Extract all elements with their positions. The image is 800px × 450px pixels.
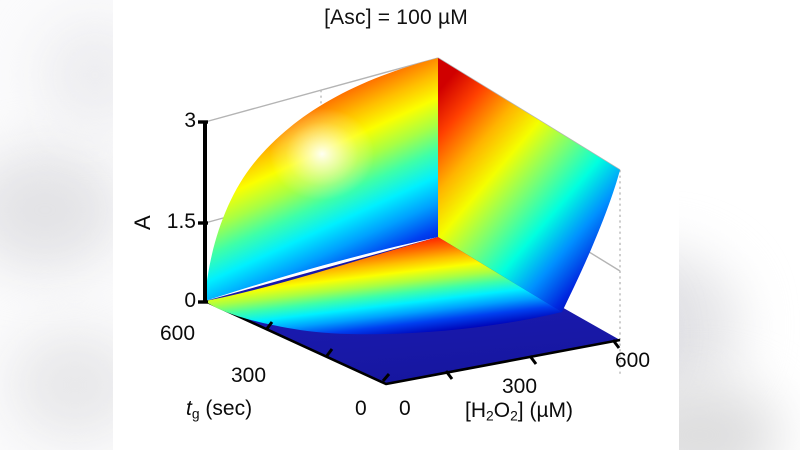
- y-axis-title-var: t: [186, 397, 192, 420]
- surface-specular-highlight: [270, 108, 374, 200]
- ytick-300-label: 300: [231, 364, 267, 387]
- xtick-600-label: 600: [615, 349, 651, 372]
- z-axis-title: A: [130, 215, 155, 230]
- y-axis-title-sub: g: [191, 405, 200, 422]
- ztick-3-label: 3: [184, 109, 196, 132]
- ztick-0-label: 0: [184, 289, 196, 312]
- figure-title: [Asc] = 100 µM: [113, 6, 679, 30]
- xtick-0-label: 0: [399, 397, 411, 420]
- x-axis-title-sub1: 2: [486, 407, 494, 424]
- xtick-300-label: 300: [502, 375, 538, 398]
- surface-plot-3d: 3 1.5 0 A 600 300 0 tg (sec) 0 300 600 […: [130, 40, 651, 422]
- x-axis-title-sub2: 2: [510, 407, 518, 424]
- ytick-0-label: 0: [355, 397, 367, 420]
- y-axis-title: tg (sec): [186, 398, 252, 421]
- ytick-600-label: 600: [160, 322, 196, 345]
- y-axis-ticks: [264, 321, 391, 382]
- surface-right-sheet: [438, 58, 620, 312]
- surface-front-lip: [205, 237, 562, 335]
- x-axis-title-prefix: [H: [465, 399, 486, 422]
- backdrop-blob-1: [0, 150, 120, 270]
- x-axis-title-mid: O: [493, 399, 511, 422]
- plot-canvas: [198, 57, 621, 386]
- x-axis-title: [H2O2] (µM): [465, 400, 573, 423]
- y-axis-title-unit: (sec): [199, 397, 253, 420]
- ztick-1p5-label: 1.5: [166, 210, 196, 233]
- z-axis-ticks: [198, 120, 208, 304]
- x-axis-title-suffix: ] (µM): [517, 399, 574, 422]
- figure-title-text: [Asc] = 100 µM: [324, 6, 468, 29]
- x-axis-ticks: [444, 339, 621, 380]
